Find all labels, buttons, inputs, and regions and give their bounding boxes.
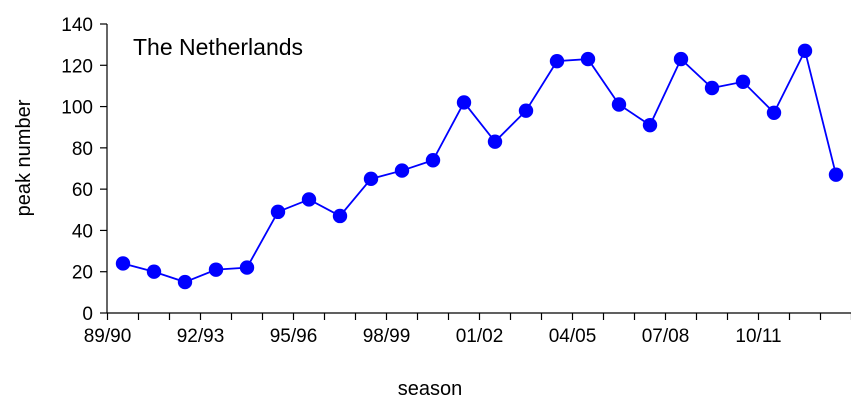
x-tick-label: 89/90 bbox=[84, 326, 132, 347]
y-tick-label: 100 bbox=[61, 98, 93, 119]
series-line bbox=[122, 48, 837, 283]
y-tick-label: 40 bbox=[72, 221, 93, 242]
data-point bbox=[487, 134, 503, 149]
data-point bbox=[270, 204, 286, 220]
data-point bbox=[518, 103, 534, 118]
data-point bbox=[549, 53, 565, 69]
data-point bbox=[363, 171, 379, 187]
y-tick-label: 120 bbox=[61, 56, 93, 77]
x-axis-title: season bbox=[398, 378, 463, 399]
data-point bbox=[239, 260, 255, 275]
data-point bbox=[704, 80, 720, 96]
x-tick-label: 92/93 bbox=[177, 326, 225, 347]
data-point bbox=[580, 51, 596, 67]
data-point bbox=[611, 97, 627, 112]
x-tick-label: 95/96 bbox=[270, 326, 318, 347]
data-point bbox=[828, 167, 844, 182]
data-point bbox=[301, 192, 317, 207]
x-tick-label: 01/02 bbox=[456, 326, 504, 347]
data-point bbox=[797, 43, 813, 59]
data-point bbox=[735, 74, 751, 90]
data-point bbox=[425, 153, 441, 168]
x-ticks: 89/90 92/93 95/96 98/99 01/02 04/05 07/08 10/11 bbox=[84, 313, 851, 347]
data-point bbox=[642, 117, 658, 133]
data-point bbox=[177, 274, 193, 290]
chart-title: The Netherlands bbox=[133, 34, 303, 60]
data-point bbox=[766, 105, 782, 120]
y-tick-label: 20 bbox=[72, 263, 93, 284]
data-point bbox=[456, 95, 472, 110]
data-point bbox=[208, 262, 224, 277]
y-ticks: 0 20 40 60 80 100 120 140 bbox=[61, 15, 107, 325]
y-tick-label: 60 bbox=[72, 180, 93, 201]
series-layer bbox=[115, 43, 844, 290]
x-tick-label: 07/08 bbox=[642, 326, 690, 347]
y-tick-label: 0 bbox=[82, 304, 93, 325]
x-tick-label: 10/11 bbox=[735, 326, 781, 347]
data-point bbox=[146, 264, 162, 279]
data-point bbox=[394, 163, 410, 178]
data-point bbox=[115, 256, 131, 271]
y-tick-label: 80 bbox=[72, 139, 93, 160]
y-axis-title: peak number bbox=[13, 99, 35, 216]
data-point bbox=[673, 51, 689, 67]
x-tick-label: 04/05 bbox=[549, 326, 597, 347]
y-tick-label: 140 bbox=[61, 15, 93, 36]
data-point bbox=[332, 208, 348, 224]
x-tick-label: 98/99 bbox=[363, 326, 411, 347]
